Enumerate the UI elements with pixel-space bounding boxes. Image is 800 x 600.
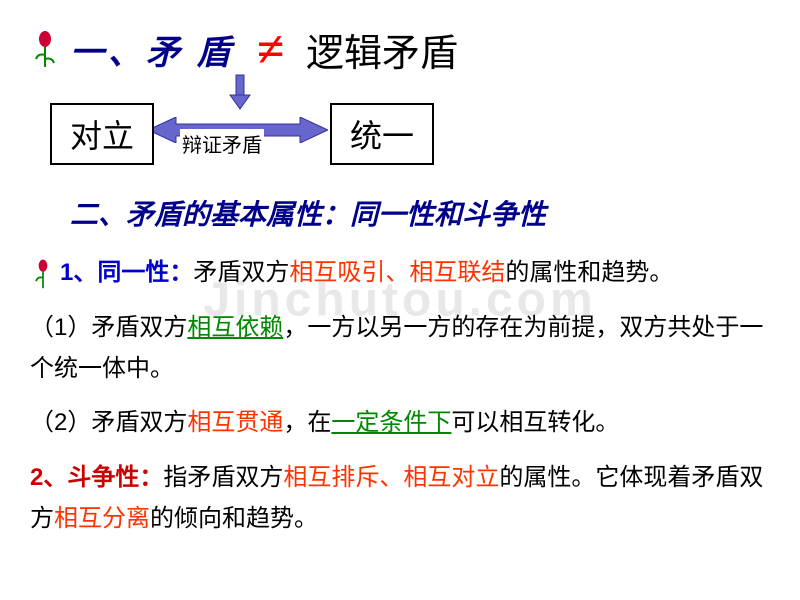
heading-2: 二、矛盾的基本属性：同一性和斗争性	[70, 193, 770, 233]
rose-icon	[30, 257, 56, 291]
point-1-2: （2）矛盾双方相互贯通，在一定条件下可以相互转化。	[30, 403, 770, 444]
point-1: 1、同一性：矛盾双方相互吸引、相互联结的属性和趋势。	[30, 253, 770, 294]
rose-icon	[30, 29, 60, 69]
heading-1: 一、矛 盾	[70, 25, 235, 74]
text: 的倾向和趋势。	[150, 505, 318, 532]
text: 的属性和趋势。	[505, 259, 673, 286]
box-opposition: 对立	[50, 103, 154, 165]
point-2-number: 2、斗争性：	[30, 464, 163, 491]
text: （1）矛盾双方	[30, 314, 187, 341]
text-red: 相互贯通	[187, 409, 283, 436]
diagram-boxes: 对立 统一 辩证矛盾	[30, 73, 530, 163]
text: （2）矛盾双方	[30, 409, 187, 436]
text: 可以相互转化。	[451, 409, 619, 436]
text-green: 相互依赖	[187, 314, 283, 341]
heading-row-1: 一、矛 盾 ≠ 逻辑矛盾	[30, 20, 770, 78]
point-2: 2、斗争性：指矛盾双方相互排斥、相互对立的属性。它体现着矛盾双方相互分离的倾向和…	[30, 458, 770, 540]
text-red: 相互吸引、相互联结	[289, 259, 505, 286]
slide-content: 一、矛 盾 ≠ 逻辑矛盾 对立 统一 辩证矛盾 二、矛盾的基本属性：同一性和斗争…	[0, 0, 800, 574]
box-unity: 统一	[330, 103, 434, 165]
text-green: 一定条件下	[331, 409, 451, 436]
point-1-number: 1、同一性：	[60, 259, 193, 286]
text: 指矛盾双方	[163, 464, 283, 491]
text-red: 相互分离	[54, 505, 150, 532]
not-equal-symbol: ≠	[257, 20, 284, 78]
logic-contradiction-text: 逻辑矛盾	[306, 22, 458, 77]
text: ，在	[283, 409, 331, 436]
text: 矛盾双方	[193, 259, 289, 286]
dialectic-label: 辩证矛盾	[180, 129, 264, 158]
text-red: 相互排斥、相互对立	[283, 464, 499, 491]
point-1-1: （1）矛盾双方相互依赖，一方以另一方的存在为前提，双方共处于一个统一体中。	[30, 308, 770, 390]
arrow-down-icon	[225, 73, 255, 113]
